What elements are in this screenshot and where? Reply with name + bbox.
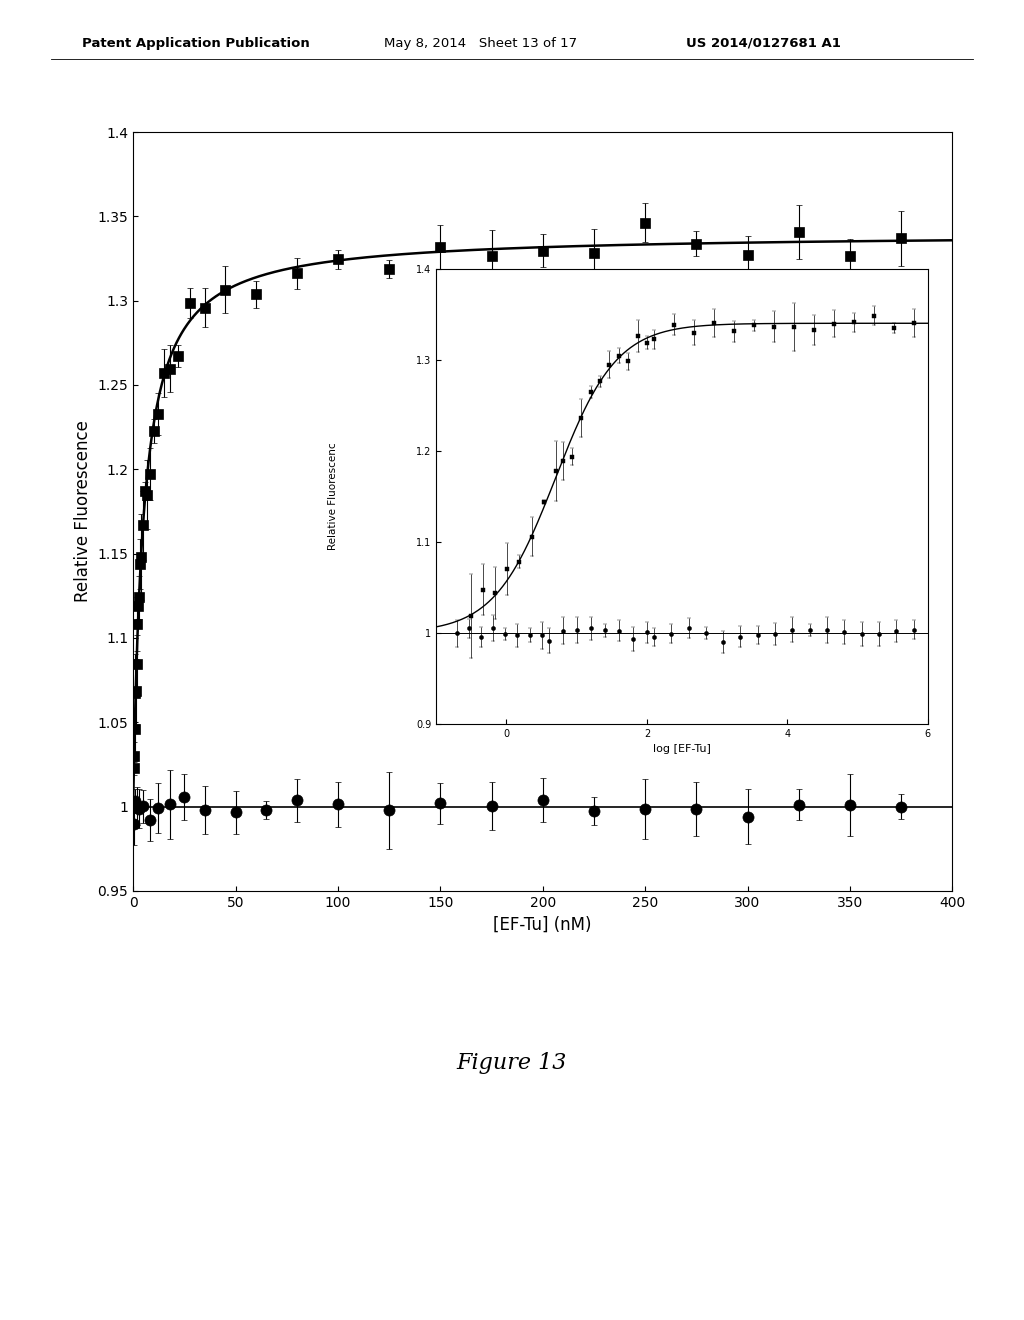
Y-axis label: Relative Fluorescence: Relative Fluorescence xyxy=(74,421,92,602)
Text: May 8, 2014   Sheet 13 of 17: May 8, 2014 Sheet 13 of 17 xyxy=(384,37,578,50)
X-axis label: [EF-Tu] (nM): [EF-Tu] (nM) xyxy=(494,915,592,933)
Text: Figure 13: Figure 13 xyxy=(457,1052,567,1073)
Text: Patent Application Publication: Patent Application Publication xyxy=(82,37,309,50)
Text: US 2014/0127681 A1: US 2014/0127681 A1 xyxy=(686,37,841,50)
